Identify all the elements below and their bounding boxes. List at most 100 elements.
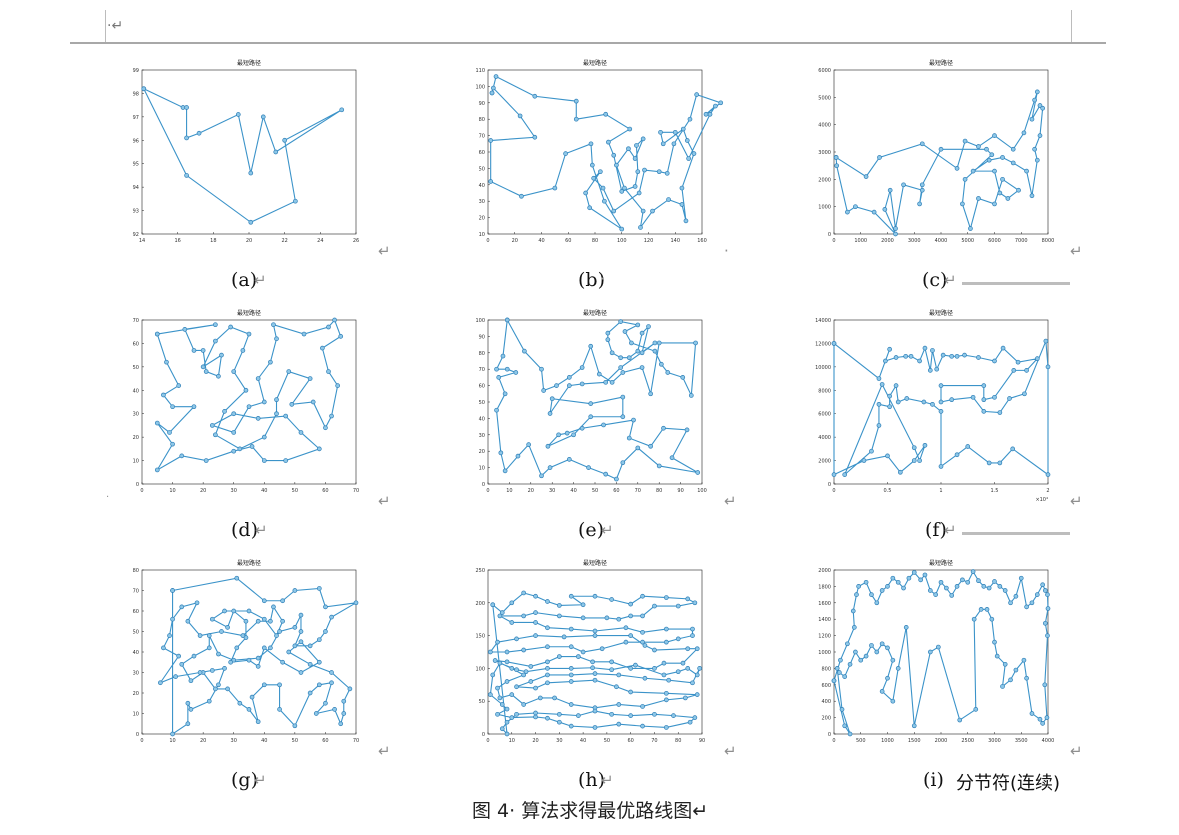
route-node: [661, 660, 667, 666]
y-tick-label: 60: [133, 341, 139, 347]
route-line: [155, 318, 342, 472]
route-node: [188, 678, 194, 684]
route-node: [616, 616, 622, 622]
route-node: [539, 473, 544, 479]
return-mark-row1-left: ↵: [378, 242, 391, 260]
route-node: [903, 625, 909, 630]
y-tick-label: 1600: [818, 601, 831, 607]
route-node: [895, 666, 901, 671]
route-node: [587, 205, 593, 211]
route-node: [949, 397, 955, 403]
route-node: [237, 446, 243, 452]
route-node: [170, 588, 175, 593]
route-node: [339, 107, 345, 113]
route-node: [301, 331, 307, 337]
panel-d: 最短路径 0 10 20 30 40 50 60 70 0 10 20 30 40 50 60 70: [120, 308, 380, 508]
route-node: [274, 633, 279, 638]
route-node: [488, 692, 493, 697]
route-node: [675, 603, 681, 609]
route-node: [652, 666, 657, 671]
y-tick-label: 800: [821, 666, 831, 672]
route-node: [879, 641, 885, 647]
route-node: [255, 663, 261, 669]
return-mark-a: ↵: [254, 271, 267, 289]
route-node: [203, 369, 209, 374]
y-tick-label: 70: [479, 134, 485, 140]
route-node: [170, 404, 175, 410]
route-node: [271, 604, 276, 610]
route-node: [611, 208, 617, 214]
route-node: [837, 670, 842, 675]
route-node: [861, 458, 867, 463]
route-node: [863, 579, 869, 585]
x-tick-label: 22: [281, 238, 287, 244]
route-node: [882, 207, 888, 212]
route-node: [556, 613, 562, 619]
x-tick-label: 10: [169, 738, 175, 744]
route-node: [981, 383, 987, 388]
route-node: [495, 685, 500, 691]
route-node: [532, 93, 538, 99]
route-node: [669, 455, 675, 461]
x-tick-label: 6000: [988, 238, 1001, 244]
route-node: [1021, 657, 1027, 663]
route-node: [568, 702, 574, 707]
route-node: [694, 92, 699, 97]
route-node: [640, 639, 645, 645]
route-node: [326, 369, 331, 374]
route-node: [1045, 606, 1051, 611]
route-node: [504, 366, 510, 372]
route-node: [922, 442, 928, 448]
plot-title: 最短路径: [237, 309, 261, 317]
route-node: [620, 394, 626, 400]
route-node: [680, 660, 686, 666]
y-tick-label: 200: [821, 716, 831, 722]
route-node: [191, 348, 197, 353]
route-node: [282, 137, 288, 143]
route-node: [1042, 620, 1048, 626]
route-node: [316, 586, 322, 591]
route-node: [209, 668, 215, 673]
route-node: [622, 329, 628, 334]
route-node: [277, 707, 282, 712]
route-node: [1045, 592, 1050, 597]
route-node: [628, 666, 634, 671]
x-tick-label: 0: [486, 738, 489, 744]
route-node: [216, 373, 221, 379]
x-tick-label: 2000: [935, 738, 948, 744]
route-node: [341, 698, 347, 704]
x-tick-label: 0: [832, 488, 835, 494]
route-node: [652, 348, 658, 354]
route-node: [893, 355, 899, 360]
route-node: [981, 397, 987, 403]
route-node: [164, 359, 169, 365]
route-node: [579, 365, 585, 370]
route-node: [671, 141, 677, 147]
route-node: [249, 694, 255, 700]
panel-f: 最短路径 0 0.5 1 1.5 2 0 2000 4000 6000 8000 10000 12000…: [812, 308, 1072, 508]
route-node: [228, 659, 234, 665]
route-node: [347, 686, 353, 692]
route-node: [213, 686, 218, 692]
x-tick-label: 3000: [988, 738, 1001, 744]
route-node: [663, 626, 669, 632]
y-tick-label: 98: [133, 91, 139, 97]
x-tick-label: 40: [580, 738, 586, 744]
caption-h: (h): [578, 769, 606, 791]
route-node: [504, 317, 510, 323]
route-node: [286, 649, 292, 655]
route-node: [592, 677, 598, 683]
route-node: [845, 209, 850, 215]
route-node: [919, 187, 925, 193]
route-node: [1045, 472, 1051, 477]
route-node: [635, 169, 641, 175]
route-node: [629, 340, 634, 346]
route-node: [658, 129, 663, 135]
route-node: [307, 661, 313, 667]
return-mark-d: ↵: [255, 521, 268, 539]
x-tick-label: 24: [317, 238, 323, 244]
route-node: [679, 185, 685, 191]
route-node: [255, 376, 261, 381]
route-node: [656, 340, 662, 346]
route-node: [338, 721, 344, 727]
